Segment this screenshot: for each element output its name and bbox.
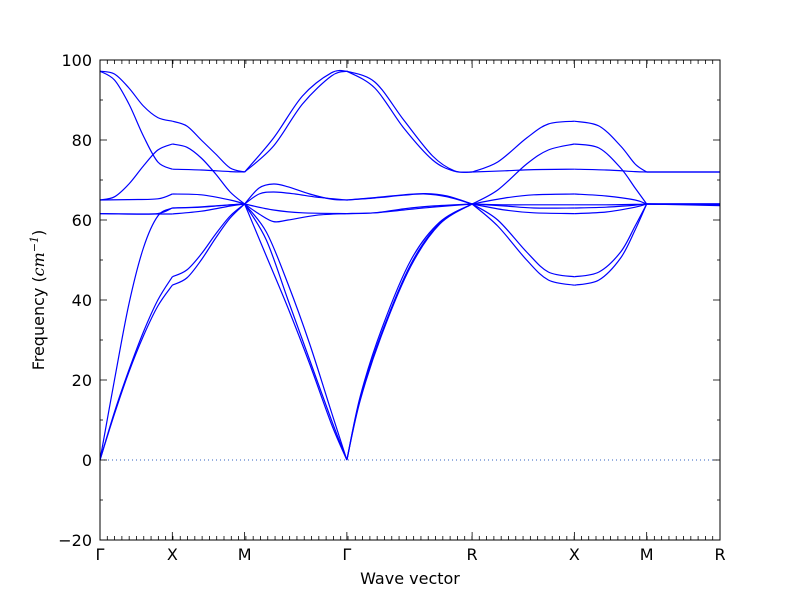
y-tick-label: 40 [72,291,92,310]
band-6-segment-3 [244,203,347,215]
band-3-segment-6 [574,143,648,205]
band-9-segment-7 [646,203,721,207]
band-9-segment-1 [99,284,173,461]
band-3-segment-2 [172,143,246,205]
series-layer [99,69,721,461]
band-9-segment-4 [346,203,473,461]
band-8-segment-2 [172,203,246,278]
band-1-segment-5 [471,120,575,173]
y-axis-label-unit: cm [29,252,48,276]
band-1-segment-3 [244,70,348,173]
band-4-segment-6 [574,193,647,205]
y-axis-label: Frequency (cm−1) [28,230,48,371]
band-2-segment-1 [99,70,173,170]
band-7-segment-6 [574,203,648,278]
band-5-segment-3 [244,203,347,223]
band-9-segment-2 [172,203,246,286]
band-8-segment-6 [574,203,648,286]
y-tick-label: 0 [82,451,92,470]
band-2-segment-4 [346,70,473,173]
labels-layer: −20 0 20 40 60 80 100 Γ X M Γ R X M R [58,51,725,564]
x-tick-label: X [569,545,580,564]
band-8-segment-5 [471,203,575,286]
y-tick-label: 80 [72,131,92,150]
band-7-segment-2 [172,203,245,209]
band-2-segment-2 [172,168,245,173]
band-9-segment-3 [244,203,348,461]
band-1-segment-6 [574,120,648,173]
x-tick-label: Γ [342,545,351,564]
band-1-segment-2 [172,120,245,173]
y-tick-label: 60 [72,211,92,230]
band-2-segment-3 [244,69,347,173]
band-7-segment-1 [99,207,173,461]
band-4-segment-4 [346,193,473,205]
x-tick-label: M [238,545,252,564]
band-9-segment-5 [472,203,575,206]
band-8-segment-3 [244,203,348,461]
band-9-segment-6 [574,203,647,206]
y-axis-label-close: ) [29,230,48,236]
y-axis-label-text: Frequency ( [29,276,48,370]
band-7-segment-5 [471,203,575,278]
y-tick-label: −20 [58,531,92,550]
y-axis-label-exponent: −1 [28,236,41,252]
x-tick-label: Γ [96,545,105,564]
band-2-segment-6 [574,168,647,173]
band-7-segment-3 [244,203,348,461]
y-tick-label: 20 [72,371,92,390]
ticks-layer [99,59,721,541]
band-5-segment-5 [472,203,575,215]
band-6-segment-4 [346,203,473,215]
band-1-segment-1 [99,70,173,122]
x-tick-label: M [640,545,654,564]
band-3-segment-5 [471,143,575,205]
band-4-segment-1 [99,193,173,201]
band-5-segment-6 [574,203,647,215]
x-tick-label: R [467,545,478,564]
band-3-segment-1 [99,143,173,201]
band-4-segment-2 [172,193,245,205]
x-axis-label: Wave vector [360,569,460,588]
band-4-segment-5 [472,193,575,205]
x-tick-label: X [167,545,178,564]
y-tick-label: 100 [61,51,92,70]
band-4-segment-3 [244,191,347,205]
x-tick-label: R [714,545,725,564]
